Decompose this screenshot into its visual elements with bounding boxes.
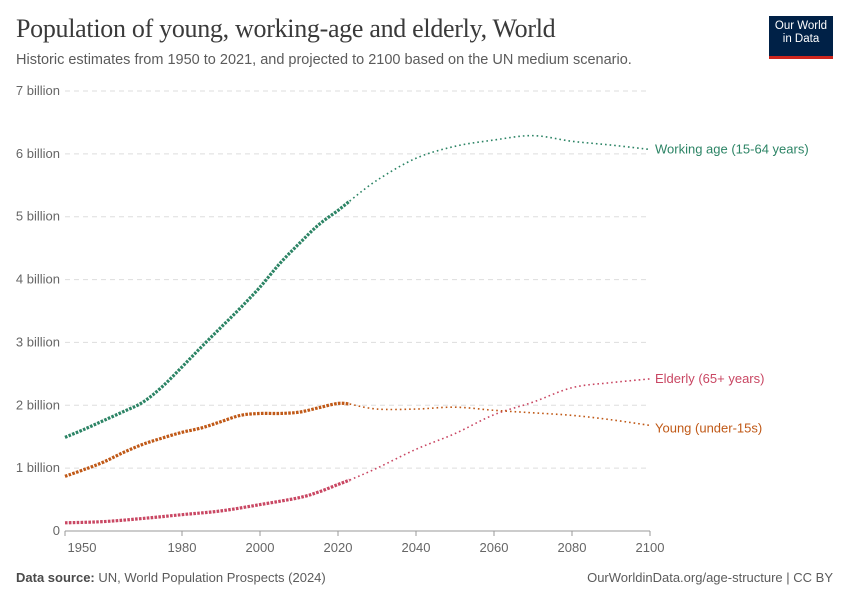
x-tick-label: 2040 [402, 540, 431, 555]
series-line-historic [64, 401, 350, 478]
source-label: Data source: [16, 570, 95, 585]
x-tick-label: 2000 [246, 540, 275, 555]
owid-logo[interactable]: Our World in Data [769, 16, 833, 59]
series-line-projected [349, 378, 651, 481]
x-tick-label: 1980 [168, 540, 197, 555]
logo-line1: Our World [774, 20, 828, 32]
series-line-historic [64, 199, 351, 439]
x-tick-label: 2020 [324, 540, 353, 555]
series-line-projected [349, 134, 651, 202]
x-tick-label: 1950 [68, 540, 97, 555]
y-tick-label: 1 billion [16, 460, 60, 475]
series-line-historic [64, 478, 351, 525]
x-tick-label: 2100 [636, 540, 665, 555]
y-tick-label: 0 [53, 523, 60, 538]
chart-subtitle: Historic estimates from 1950 to 2021, an… [16, 52, 632, 68]
x-tick-label: 2060 [480, 540, 509, 555]
chart-title: Population of young, working-age and eld… [16, 14, 556, 43]
series-label: Working age (15-64 years) [655, 141, 809, 156]
y-tick-label: 4 billion [16, 272, 60, 287]
y-tick-label: 6 billion [16, 146, 60, 161]
y-tick-label: 3 billion [16, 334, 60, 349]
y-tick-label: 7 billion [16, 83, 60, 98]
series-line-projected [349, 403, 651, 427]
x-tick-label: 2080 [558, 540, 587, 555]
series-label: Young (under-15s) [655, 420, 762, 435]
y-tick-label: 2 billion [16, 397, 60, 412]
logo-line2: in Data [782, 33, 820, 45]
data-source: Data source: UN, World Population Prospe… [16, 570, 326, 585]
series-label: Elderly (65+ years) [655, 371, 764, 386]
y-tick-label: 5 billion [16, 209, 60, 224]
credit-link[interactable]: OurWorldinData.org/age-structure | CC BY [587, 570, 833, 585]
source-text: UN, World Population Prospects (2024) [98, 570, 326, 585]
